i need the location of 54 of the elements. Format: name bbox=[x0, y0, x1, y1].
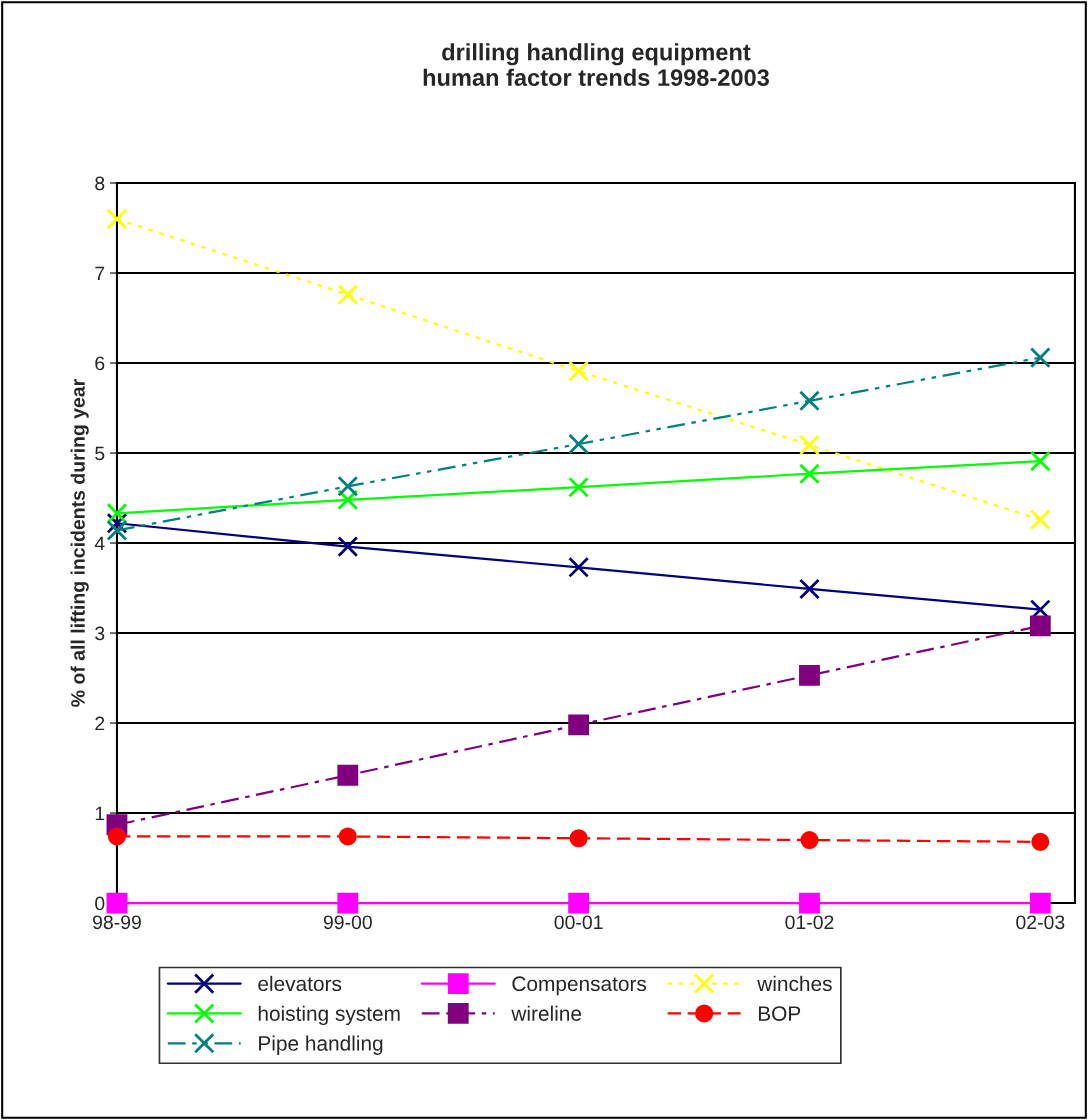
point bbox=[337, 764, 359, 786]
point bbox=[337, 284, 359, 306]
point bbox=[799, 578, 820, 600]
point bbox=[568, 476, 590, 498]
y-tick-label: 6 bbox=[95, 356, 105, 371]
legend-label: Pipe handling bbox=[259, 1035, 383, 1055]
x-tick-label: 01-02 bbox=[785, 915, 834, 930]
point bbox=[1029, 892, 1051, 914]
legend-label: hoisting system bbox=[258, 1005, 400, 1026]
point bbox=[800, 831, 819, 850]
legend-label: elevators bbox=[258, 975, 342, 992]
y-tick-label: 0 bbox=[95, 896, 105, 911]
point bbox=[1029, 509, 1051, 531]
point bbox=[1031, 832, 1050, 851]
x-tick-label: 02-03 bbox=[1016, 915, 1065, 930]
point bbox=[568, 360, 590, 382]
legend-label: wireline bbox=[511, 1005, 582, 1021]
point bbox=[799, 390, 820, 412]
y-tick-label: 3 bbox=[95, 626, 105, 641]
x-tick-label: 00-01 bbox=[554, 915, 603, 930]
y-tick-label: 4 bbox=[94, 536, 105, 551]
point bbox=[1029, 347, 1051, 369]
legend-label: Compensators bbox=[512, 976, 647, 996]
point bbox=[337, 475, 359, 497]
legend-label: BOP bbox=[758, 1006, 801, 1021]
legend-label: winches bbox=[757, 975, 832, 992]
point bbox=[799, 892, 820, 914]
y-tick-label: 7 bbox=[95, 266, 105, 281]
point bbox=[106, 208, 128, 230]
y-tick-label: 8 bbox=[95, 176, 105, 191]
point bbox=[106, 520, 128, 541]
point bbox=[569, 829, 588, 848]
y-tick-label: 1 bbox=[95, 806, 105, 821]
point bbox=[1029, 450, 1051, 472]
point bbox=[799, 664, 820, 686]
point bbox=[799, 463, 820, 485]
y-tick-label: 5 bbox=[95, 446, 105, 461]
point bbox=[568, 892, 590, 914]
point bbox=[568, 556, 590, 578]
y-axis-title: % of all lifting incidents during year bbox=[70, 379, 89, 707]
point bbox=[568, 433, 590, 455]
point bbox=[106, 892, 128, 914]
point bbox=[568, 714, 590, 736]
point bbox=[107, 827, 126, 846]
point bbox=[799, 434, 820, 456]
point bbox=[106, 502, 128, 524]
point bbox=[1029, 615, 1051, 637]
point bbox=[337, 892, 359, 914]
x-tick-label: 99-00 bbox=[323, 915, 372, 930]
point bbox=[337, 536, 359, 558]
x-tick-label: 98-99 bbox=[93, 915, 141, 930]
chart-title: drilling handling equipment human factor trends 1998-2003 bbox=[423, 43, 769, 87]
y-tick-label: 2 bbox=[95, 716, 105, 731]
point bbox=[338, 827, 357, 846]
